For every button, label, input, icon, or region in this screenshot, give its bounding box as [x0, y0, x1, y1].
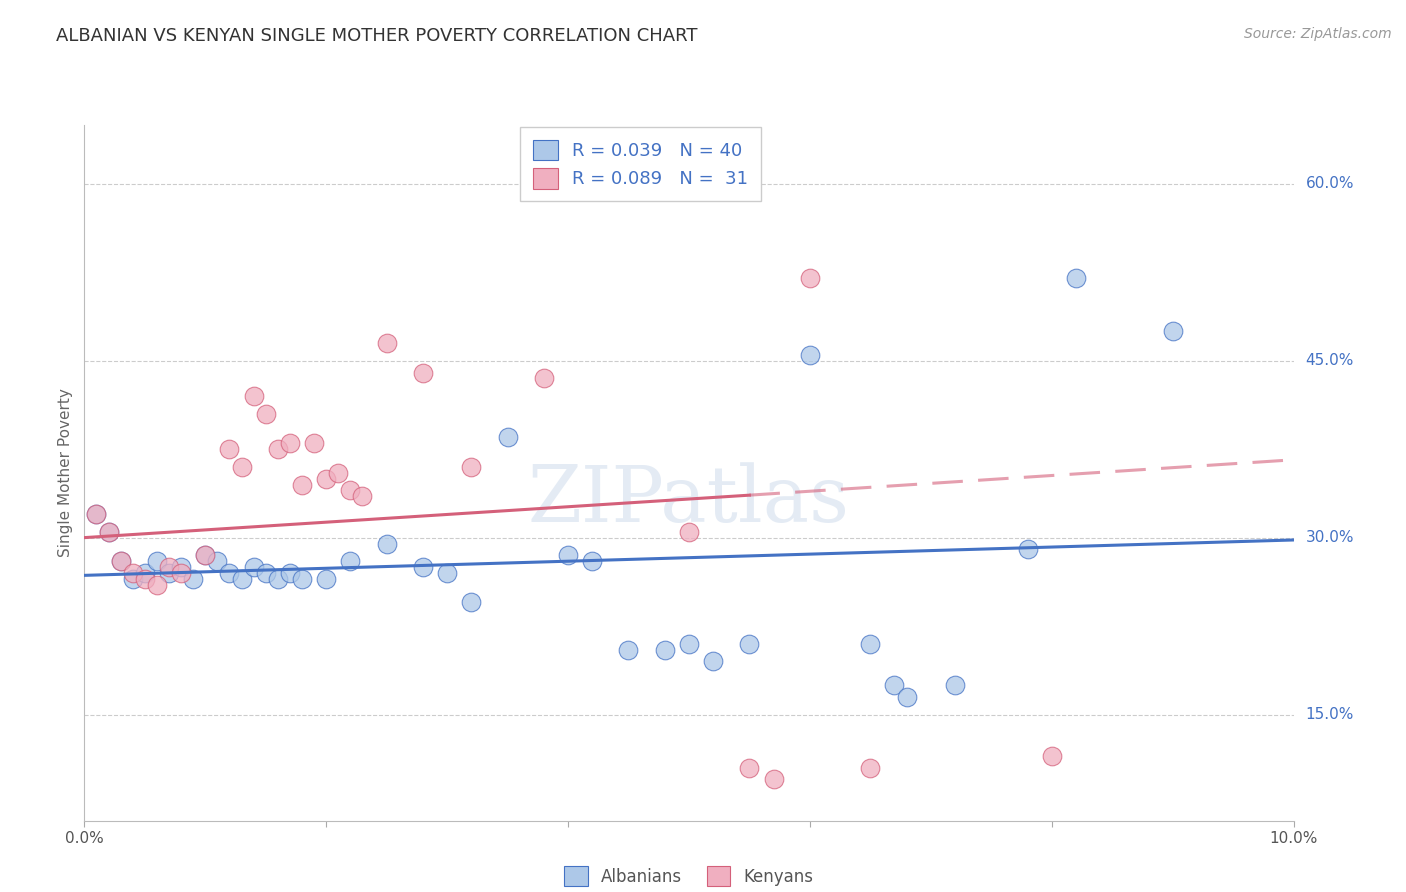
Text: ZIPatlas: ZIPatlas	[527, 463, 851, 539]
Point	[533, 371, 555, 385]
Point	[267, 442, 290, 457]
Point	[412, 560, 434, 574]
Point	[194, 549, 217, 563]
Point	[1040, 748, 1063, 763]
Point	[218, 566, 240, 580]
Point	[581, 554, 603, 568]
Point	[352, 489, 374, 503]
Point	[181, 572, 204, 586]
Point	[194, 549, 217, 563]
Text: Source: ZipAtlas.com: Source: ZipAtlas.com	[1244, 27, 1392, 41]
Legend: Albanians, Kenyans: Albanians, Kenyans	[558, 860, 820, 892]
Point	[375, 536, 398, 550]
Point	[242, 560, 264, 574]
Point	[254, 407, 277, 421]
Point	[134, 566, 156, 580]
Point	[1161, 324, 1184, 338]
Point	[170, 560, 193, 574]
Point	[436, 566, 458, 580]
Point	[157, 566, 180, 580]
Point	[375, 336, 398, 351]
Point	[943, 678, 966, 692]
Point	[1064, 271, 1087, 285]
Point	[496, 430, 519, 444]
Text: 30.0%: 30.0%	[1306, 530, 1354, 545]
Text: 60.0%: 60.0%	[1306, 177, 1354, 192]
Point	[557, 549, 579, 563]
Point	[134, 572, 156, 586]
Point	[678, 524, 700, 539]
Point	[1017, 542, 1039, 557]
Point	[146, 554, 169, 568]
Point	[617, 642, 640, 657]
Point	[86, 507, 108, 521]
Point	[291, 572, 314, 586]
Point	[218, 442, 240, 457]
Y-axis label: Single Mother Poverty: Single Mother Poverty	[58, 388, 73, 558]
Point	[231, 572, 253, 586]
Point	[702, 655, 724, 669]
Point	[278, 566, 301, 580]
Point	[896, 690, 918, 704]
Point	[110, 554, 132, 568]
Point	[170, 566, 193, 580]
Point	[146, 578, 169, 592]
Point	[883, 678, 905, 692]
Point	[315, 472, 337, 486]
Point	[328, 466, 350, 480]
Point	[121, 572, 143, 586]
Point	[278, 436, 301, 450]
Point	[315, 572, 337, 586]
Point	[97, 524, 120, 539]
Point	[302, 436, 325, 450]
Point	[859, 637, 882, 651]
Point	[207, 554, 229, 568]
Point	[157, 560, 180, 574]
Point	[738, 637, 761, 651]
Point	[799, 348, 821, 362]
Point	[110, 554, 132, 568]
Text: 15.0%: 15.0%	[1306, 707, 1354, 722]
Point	[86, 507, 108, 521]
Point	[460, 595, 482, 609]
Point	[242, 389, 264, 403]
Point	[654, 642, 676, 657]
Point	[738, 761, 761, 775]
Point	[460, 459, 482, 474]
Point	[339, 554, 361, 568]
Point	[859, 761, 882, 775]
Point	[231, 459, 253, 474]
Point	[121, 566, 143, 580]
Point	[267, 572, 290, 586]
Text: ALBANIAN VS KENYAN SINGLE MOTHER POVERTY CORRELATION CHART: ALBANIAN VS KENYAN SINGLE MOTHER POVERTY…	[56, 27, 697, 45]
Point	[97, 524, 120, 539]
Point	[799, 271, 821, 285]
Point	[762, 772, 785, 787]
Point	[412, 366, 434, 380]
Point	[254, 566, 277, 580]
Text: 45.0%: 45.0%	[1306, 353, 1354, 368]
Point	[339, 483, 361, 498]
Point	[678, 637, 700, 651]
Point	[291, 477, 314, 491]
